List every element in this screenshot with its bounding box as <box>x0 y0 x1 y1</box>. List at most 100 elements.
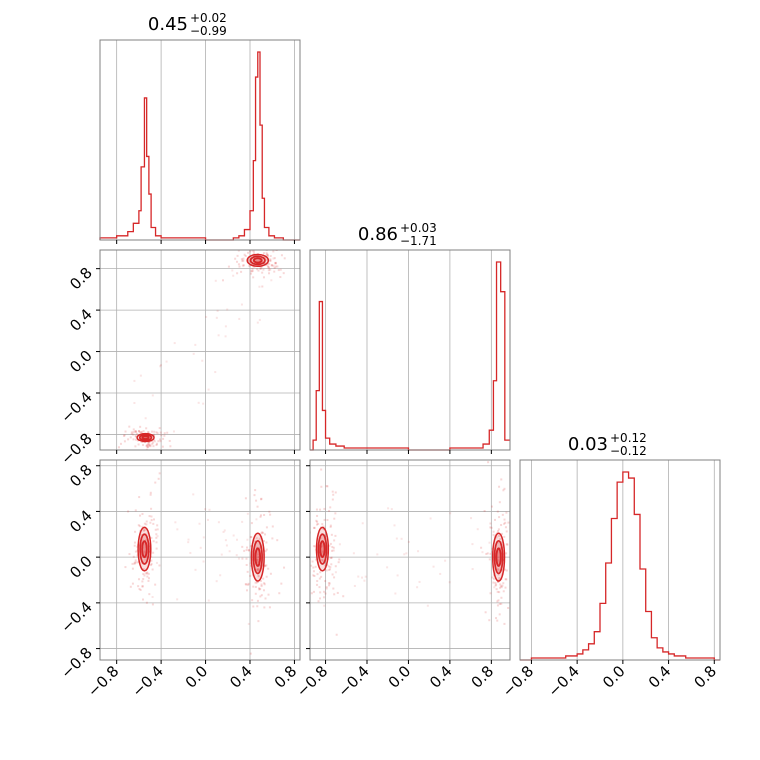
sample-point <box>140 430 143 433</box>
sample-point <box>214 371 217 374</box>
sample-point <box>139 425 142 428</box>
sample-point <box>329 506 332 509</box>
sample-point <box>242 259 245 262</box>
sample-point <box>499 547 502 550</box>
sample-point <box>176 598 179 601</box>
sample-point <box>510 531 512 533</box>
sample-point <box>331 545 334 548</box>
sample-point <box>416 586 419 589</box>
sample-point <box>313 526 316 529</box>
density-contour <box>493 539 504 575</box>
sample-point <box>224 539 227 542</box>
sample-point <box>224 335 227 338</box>
sample-point <box>492 574 495 577</box>
sample-point <box>496 590 499 593</box>
sample-point <box>133 541 136 544</box>
sample-point <box>266 265 269 268</box>
sample-point <box>498 501 501 504</box>
panel-border <box>99 459 301 661</box>
sample-point <box>330 563 333 566</box>
sample-point <box>255 499 258 502</box>
sample-point <box>268 606 271 609</box>
sample-point <box>138 496 141 499</box>
sample-point <box>505 578 508 581</box>
sample-point <box>131 567 134 570</box>
x-tick-label: 0.4 <box>226 662 256 692</box>
parameter-lower-error: −0.12 <box>610 444 647 458</box>
sample-point <box>500 532 503 535</box>
sample-point <box>134 430 137 433</box>
sample-point <box>504 521 507 524</box>
sample-point <box>504 578 507 581</box>
sample-point <box>142 598 145 601</box>
sample-point <box>495 617 498 620</box>
sample-point <box>403 553 406 556</box>
sample-point <box>245 583 248 586</box>
sample-point <box>245 563 248 566</box>
density-contour <box>141 435 150 440</box>
sample-point <box>217 521 220 524</box>
sample-point <box>238 265 241 268</box>
sample-point <box>274 265 277 268</box>
sample-point <box>251 267 254 270</box>
sample-point <box>492 581 495 584</box>
parameter-median: 0.86 <box>358 224 398 245</box>
sample-point <box>197 401 200 404</box>
sample-point <box>497 568 500 571</box>
sample-point <box>156 528 159 531</box>
sample-point <box>264 565 267 568</box>
sample-point <box>134 561 137 564</box>
sample-point <box>145 520 148 523</box>
sample-point <box>252 276 255 279</box>
sample-point <box>269 513 272 516</box>
sample-point <box>266 254 269 257</box>
sample-point <box>133 379 136 382</box>
sample-point <box>269 572 272 575</box>
sample-point <box>361 522 364 525</box>
sample-point <box>263 606 266 609</box>
sample-point <box>498 485 501 488</box>
sample-point <box>264 597 267 600</box>
sample-point <box>283 257 286 260</box>
sample-point <box>244 497 247 500</box>
y-tick-label: 0.8 <box>66 264 96 294</box>
sample-point <box>253 263 256 266</box>
sample-point <box>142 430 145 433</box>
sample-point <box>490 505 493 508</box>
sample-point <box>326 519 329 522</box>
sample-point <box>258 588 261 591</box>
sample-point <box>262 276 265 279</box>
sample-point <box>490 526 493 529</box>
sample-point <box>511 590 513 592</box>
sample-point <box>146 443 149 446</box>
sample-point <box>489 552 492 555</box>
sample-point <box>123 440 126 443</box>
sample-point <box>138 525 141 528</box>
sample-point <box>259 267 262 270</box>
sample-point <box>245 589 248 592</box>
sample-point <box>324 564 327 567</box>
sample-point <box>418 580 421 583</box>
sample-point <box>192 493 195 496</box>
sample-point <box>134 430 137 433</box>
sample-point <box>123 434 126 437</box>
sample-point <box>241 557 244 560</box>
sample-point <box>499 583 502 586</box>
sample-point <box>134 530 137 533</box>
sample-point <box>249 574 252 577</box>
sample-point <box>496 569 499 572</box>
sample-point <box>254 581 257 584</box>
sample-point <box>265 252 268 255</box>
parameter-upper-error: +0.02 <box>190 11 227 25</box>
sample-point <box>160 434 163 437</box>
sample-point <box>147 452 149 454</box>
sample-point <box>332 546 335 549</box>
sample-point <box>155 431 158 434</box>
sample-point <box>237 263 240 266</box>
sample-point <box>511 575 513 577</box>
sample-point <box>215 580 218 583</box>
sample-point <box>277 269 280 272</box>
sample-point <box>357 575 360 578</box>
sample-point <box>242 211 244 213</box>
sample-point <box>261 271 264 274</box>
